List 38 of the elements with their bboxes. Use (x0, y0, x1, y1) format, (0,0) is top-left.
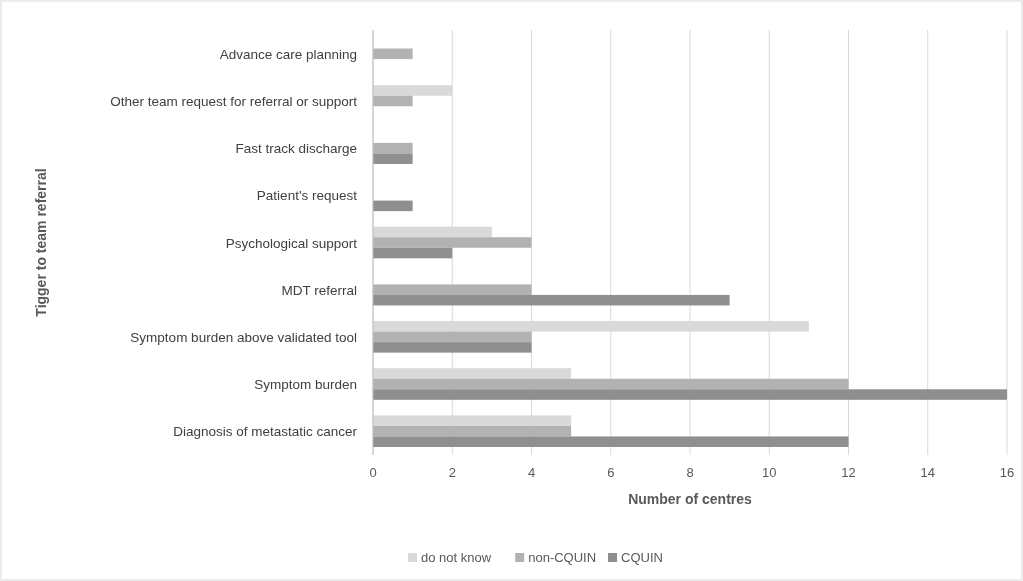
y-tick-label: Fast track discharge (235, 141, 357, 157)
bar (373, 378, 849, 390)
bar (373, 142, 413, 154)
x-tick-label: 0 (369, 465, 377, 480)
y-tick-label: Symptom burden (254, 377, 357, 393)
x-axis-title: Number of centres (628, 491, 753, 507)
bar (373, 342, 532, 353)
bar (373, 389, 1007, 400)
y-tick-label: Diagnosis of metastatic cancer (173, 424, 358, 440)
x-tick-label: 12 (841, 465, 856, 480)
y-tick-label: Other team request for referral or support (110, 93, 358, 109)
x-tick-label: 14 (920, 465, 935, 480)
y-tick-label: Patient's request (256, 188, 358, 204)
x-tick-label: 4 (527, 465, 536, 480)
bar (373, 284, 532, 295)
y-tick-label: MDT referral (281, 282, 357, 298)
x-tick-label: 8 (686, 465, 694, 480)
bar (373, 237, 532, 248)
bar (373, 247, 453, 259)
y-tick-label: Advance care planning (219, 46, 357, 62)
bar (373, 95, 413, 107)
legend-label: do not know (421, 550, 492, 565)
bar (373, 153, 413, 164)
bar (373, 294, 730, 306)
bar (373, 200, 413, 212)
y-tick-label: Psychological support (225, 235, 358, 251)
bar (373, 436, 849, 447)
x-tick-label: 6 (607, 465, 615, 480)
x-tick-label: 10 (762, 465, 777, 480)
y-tick-label: Symptom burden above validated tool (130, 329, 357, 345)
bar (373, 331, 532, 343)
legend-label: CQUIN (621, 550, 663, 565)
x-tick-label: 16 (999, 465, 1015, 480)
bar (373, 425, 572, 437)
y-axis-title: Tigger to team referral (33, 168, 49, 317)
bar (373, 48, 413, 60)
x-tick-label: 2 (448, 465, 456, 480)
legend-label: non-CQUIN (528, 550, 597, 565)
